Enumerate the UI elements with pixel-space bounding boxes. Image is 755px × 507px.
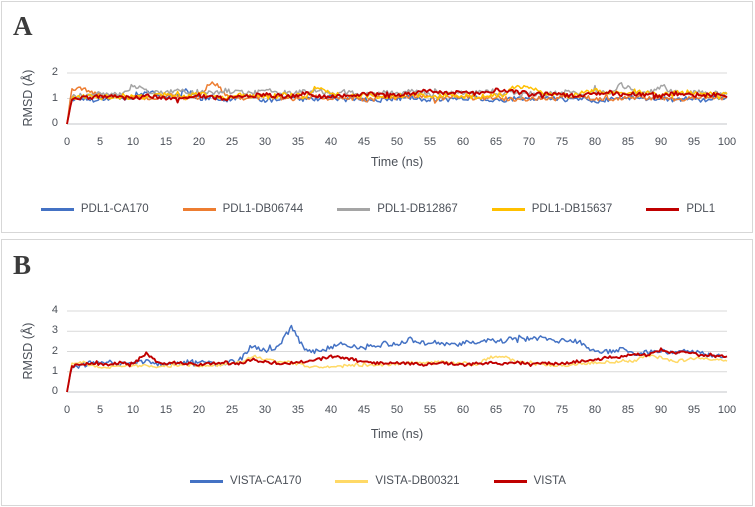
legend-label: PDL1-DB06744	[222, 203, 304, 215]
x-tick-label: 60	[456, 136, 470, 148]
x-tick-label: 60	[456, 404, 470, 416]
legend-item-pdl1-db06744: PDL1-DB06744	[182, 203, 304, 215]
y-tick-label: 2	[51, 66, 58, 78]
legend-line-swatch	[646, 207, 680, 211]
legend-label: VISTA	[533, 475, 566, 487]
legend-line-swatch	[40, 207, 74, 211]
x-tick-label: 20	[192, 136, 206, 148]
series-line-vista	[66, 347, 728, 393]
x-tick-label: 15	[159, 404, 173, 416]
x-tick-label: 70	[522, 136, 536, 148]
x-tick-label: 30	[258, 136, 272, 148]
x-tick-label: 90	[654, 404, 668, 416]
y-tick-label: 0	[51, 385, 58, 397]
x-tick-label: 25	[225, 404, 239, 416]
y-tick-label: 1	[51, 364, 58, 377]
legend-b: VISTA-CA170 VISTA-DB00321 VISTA	[2, 475, 754, 487]
legend-item-vista: VISTA	[493, 475, 566, 487]
x-tick-label: 80	[588, 404, 602, 416]
x-tick-label: 5	[96, 136, 104, 148]
x-tick-label: 45	[357, 404, 371, 416]
legend-line-swatch	[337, 207, 371, 211]
series-line-pdl1-db06744	[66, 81, 728, 125]
y-tick-label: 4	[51, 304, 58, 316]
x-axis-title: Time (ns)	[370, 427, 424, 441]
x-tick-label: 10	[126, 404, 140, 416]
y-tick-label: 0	[51, 117, 58, 129]
legend-a: PDL1-CA170 PDL1-DB06744 PDL1-DB12867 PDL1-D…	[2, 203, 754, 215]
legend-line-swatch	[182, 207, 216, 211]
series-line-pdl1-db12867	[66, 82, 728, 125]
x-tick-label: 50	[390, 136, 404, 148]
x-tick-label: 80	[588, 136, 602, 148]
x-tick-label: 95	[687, 404, 701, 416]
plot-area-b	[66, 310, 728, 393]
x-tick-label: 75	[555, 136, 569, 148]
x-tick-label: 35	[291, 136, 305, 148]
legend-item-pdl1-ca170: PDL1-CA170	[40, 203, 149, 215]
legend-label: PDL1-DB12867	[377, 203, 458, 215]
legend-label: VISTA-CA170	[230, 475, 302, 487]
series-line-pdl1	[66, 87, 728, 125]
x-tick-label: 75	[555, 404, 569, 416]
x-tick-label: 50	[390, 404, 404, 416]
legend-label: PDL1	[686, 203, 716, 215]
x-tick-label: 5	[96, 404, 104, 416]
legend-item-vista-ca170: VISTA-CA170	[190, 475, 301, 487]
x-tick-label: 0	[63, 404, 71, 416]
x-tick-label: 70	[522, 404, 536, 416]
legend-line-swatch	[491, 207, 525, 211]
legend-label: VISTA-DB00321	[375, 475, 460, 487]
x-tick-label: 40	[324, 136, 338, 148]
x-tick-label: 100	[717, 136, 737, 148]
x-tick-label: 45	[357, 136, 371, 148]
x-tick-label: 85	[621, 404, 635, 416]
legend-line-swatch	[335, 479, 369, 483]
x-tick-label: 95	[687, 136, 701, 148]
panel-a-letter: A	[13, 11, 33, 41]
series-line-vista-ca170	[66, 324, 728, 393]
legend-line-swatch	[493, 479, 527, 483]
plot-area-a	[66, 72, 728, 125]
x-tick-label: 40	[324, 404, 338, 416]
x-tick-label: 100	[717, 404, 737, 416]
legend-item-vista-db00321: VISTA-DB00321	[335, 475, 460, 487]
legend-item-pdl1-db15637: PDL1-DB15637	[491, 203, 613, 215]
x-tick-label: 65	[489, 136, 503, 148]
x-tick-label: 35	[291, 404, 305, 416]
legend-item-pdl1-db12867: PDL1-DB12867	[337, 203, 458, 215]
legend-label: PDL1-CA170	[80, 203, 149, 215]
legend-item-pdl1: PDL1	[646, 203, 715, 215]
legend-line-swatch	[190, 479, 224, 483]
x-tick-label: 0	[63, 136, 71, 148]
y-tick-label: 2	[51, 344, 58, 357]
x-tick-label: 85	[621, 136, 635, 148]
x-axis-title: Time (ns)	[370, 155, 424, 169]
series-line-vista-db00321	[66, 354, 728, 393]
legend-label: PDL1-DB15637	[531, 203, 613, 215]
x-tick-label: 55	[423, 136, 437, 148]
x-tick-label: 55	[423, 404, 437, 416]
x-tick-label: 10	[126, 136, 140, 148]
y-tick-label: 3	[51, 324, 58, 337]
x-tick-label: 90	[654, 136, 668, 148]
x-tick-label: 20	[192, 404, 206, 416]
x-tick-label: 15	[159, 136, 173, 148]
x-tick-label: 65	[489, 404, 503, 416]
y-tick-label: 1	[51, 91, 58, 104]
panel-b-letter: B	[13, 250, 32, 280]
x-tick-label: 25	[225, 136, 239, 148]
x-tick-label: 30	[258, 404, 272, 416]
